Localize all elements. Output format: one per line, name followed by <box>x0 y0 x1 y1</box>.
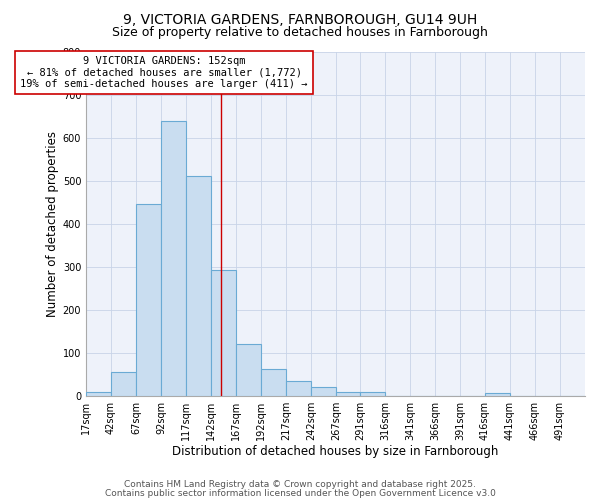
Bar <box>360 392 385 396</box>
Text: Size of property relative to detached houses in Farnborough: Size of property relative to detached ho… <box>112 26 488 39</box>
Bar <box>336 392 360 396</box>
Bar <box>286 381 311 396</box>
Text: 9, VICTORIA GARDENS, FARNBOROUGH, GU14 9UH: 9, VICTORIA GARDENS, FARNBOROUGH, GU14 9… <box>123 12 477 26</box>
Bar <box>485 393 510 396</box>
Bar <box>186 176 211 396</box>
Bar <box>161 122 186 396</box>
Bar <box>86 392 111 396</box>
Bar <box>111 372 136 396</box>
X-axis label: Distribution of detached houses by size in Farnborough: Distribution of detached houses by size … <box>172 444 499 458</box>
Text: Contains HM Land Registry data © Crown copyright and database right 2025.: Contains HM Land Registry data © Crown c… <box>124 480 476 489</box>
Text: Contains public sector information licensed under the Open Government Licence v3: Contains public sector information licen… <box>104 488 496 498</box>
Bar <box>311 388 336 396</box>
Bar <box>261 369 286 396</box>
Bar <box>236 344 261 396</box>
Bar <box>211 270 236 396</box>
Bar <box>136 204 161 396</box>
Text: 9 VICTORIA GARDENS: 152sqm
← 81% of detached houses are smaller (1,772)
19% of s: 9 VICTORIA GARDENS: 152sqm ← 81% of deta… <box>20 56 308 89</box>
Y-axis label: Number of detached properties: Number of detached properties <box>46 131 59 317</box>
